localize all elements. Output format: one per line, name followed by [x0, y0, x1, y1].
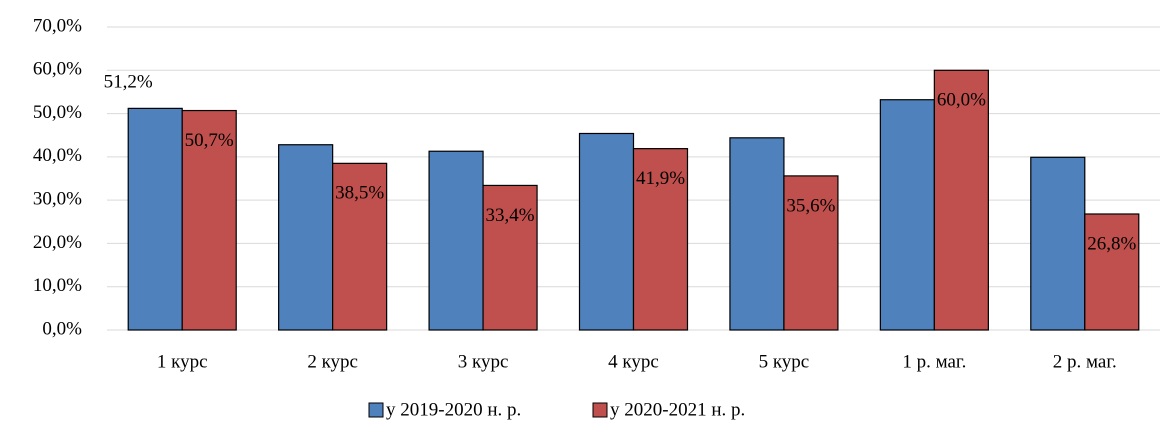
bar	[879, 99, 935, 331]
y-tick-label: 40,0%	[33, 145, 82, 166]
bar	[578, 132, 635, 331]
bar	[1084, 213, 1140, 331]
bar	[632, 148, 689, 331]
x-tick-label: 3 курс	[458, 351, 509, 372]
legend-label: у 2020-2021 н. р.	[610, 399, 745, 420]
legend-swatch	[592, 402, 608, 418]
bar	[729, 137, 785, 331]
bar	[332, 162, 388, 331]
bar	[1030, 156, 1086, 331]
x-tick-label: 2 курс	[307, 351, 358, 372]
bar	[933, 69, 989, 331]
data-label: 60,0%	[937, 90, 986, 111]
y-tick-label: 0,0%	[42, 318, 82, 339]
x-tick-label: 2 р. маг.	[1053, 351, 1117, 372]
bar	[428, 150, 484, 331]
x-tick-label: 5 курс	[759, 351, 810, 372]
y-tick-label: 70,0%	[33, 15, 82, 36]
data-label: 33,4%	[486, 205, 535, 226]
x-tick-label: 1 р. маг.	[902, 351, 966, 372]
data-label: 51,2%	[104, 72, 153, 93]
data-label: 50,7%	[185, 130, 234, 151]
y-tick-label: 20,0%	[33, 232, 82, 253]
y-tick-label: 30,0%	[33, 189, 82, 210]
bar	[482, 184, 538, 331]
y-tick-label: 50,0%	[33, 102, 82, 123]
x-tick-label: 1 курс	[157, 351, 208, 372]
bar	[181, 109, 237, 331]
bar	[783, 175, 839, 331]
data-label: 38,5%	[335, 183, 384, 204]
bar	[127, 107, 183, 331]
y-tick-label: 10,0%	[33, 275, 82, 296]
legend-swatch	[368, 402, 384, 418]
data-label: 26,8%	[1087, 233, 1136, 254]
y-tick-label: 60,0%	[33, 59, 82, 80]
data-label: 41,9%	[636, 168, 685, 189]
x-tick-label: 4 курс	[608, 351, 659, 372]
bar	[278, 144, 334, 331]
data-label: 35,6%	[786, 195, 835, 216]
legend-label: у 2019-2020 н. р.	[386, 399, 521, 420]
